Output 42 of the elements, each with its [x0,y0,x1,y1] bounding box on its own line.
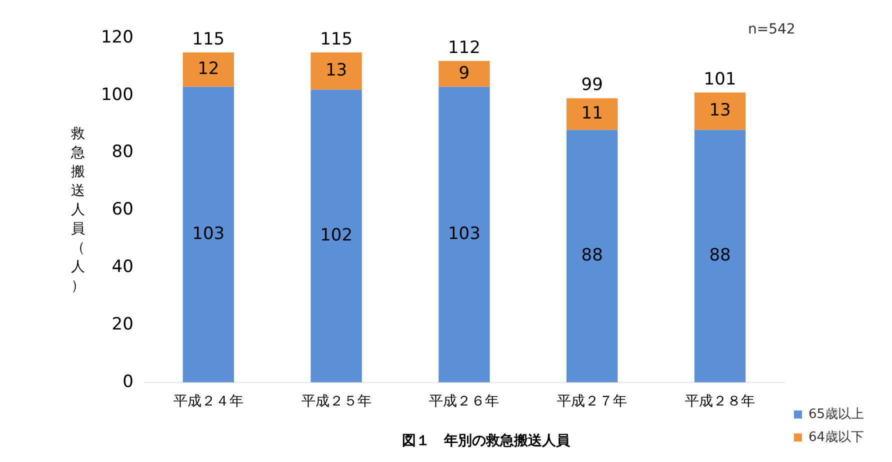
total-label: 112 [448,38,480,58]
bar [310,90,362,382]
bar [182,86,234,382]
text: 救急搬送人員（人） [71,126,85,294]
bar [438,60,490,87]
bar [566,98,618,130]
y-tick-label: 20 [112,314,134,334]
total-label: 115 [192,29,225,50]
y-tick-label: 100 [100,84,134,105]
y-tick-label: 0 [122,372,134,392]
data-label: 103 [192,224,225,244]
bar [438,86,490,382]
x-tick-label: 平成２５年 [301,393,372,410]
text: 図１ 年別の救急搬送人員 [402,433,571,450]
data-label: 103 [448,224,480,244]
legend-label: 64歳以下 [808,430,864,445]
bar [694,130,746,382]
bar [566,130,618,382]
data-label: 88 [709,246,731,266]
data-label: 13 [709,100,731,121]
data-label: 88 [581,246,603,266]
bar [310,52,362,90]
bar [694,92,746,130]
bar [182,52,234,87]
y-tick-label: 120 [100,27,134,48]
data-label: 13 [325,60,348,80]
data-label: 102 [320,225,353,246]
total-label: 99 [581,75,603,96]
legend-label: 65歳以上 [808,406,864,422]
x-tick-label: 平成２７年 [557,393,628,410]
data-label: 11 [581,103,603,124]
x-tick-label: 平成２４年 [173,393,244,410]
total-label: 101 [704,69,736,90]
y-tick-label: 40 [112,257,134,278]
y-tick-label: 60 [112,200,134,220]
data-label: 9 [458,63,470,84]
annotation: n=542 [748,22,796,38]
x-tick-label: 平成２８年 [685,393,756,410]
y-tick-label: 80 [112,142,134,162]
data-label: 12 [198,58,220,79]
total-label: 115 [320,29,353,50]
x-tick-label: 平成２６年 [429,393,500,410]
